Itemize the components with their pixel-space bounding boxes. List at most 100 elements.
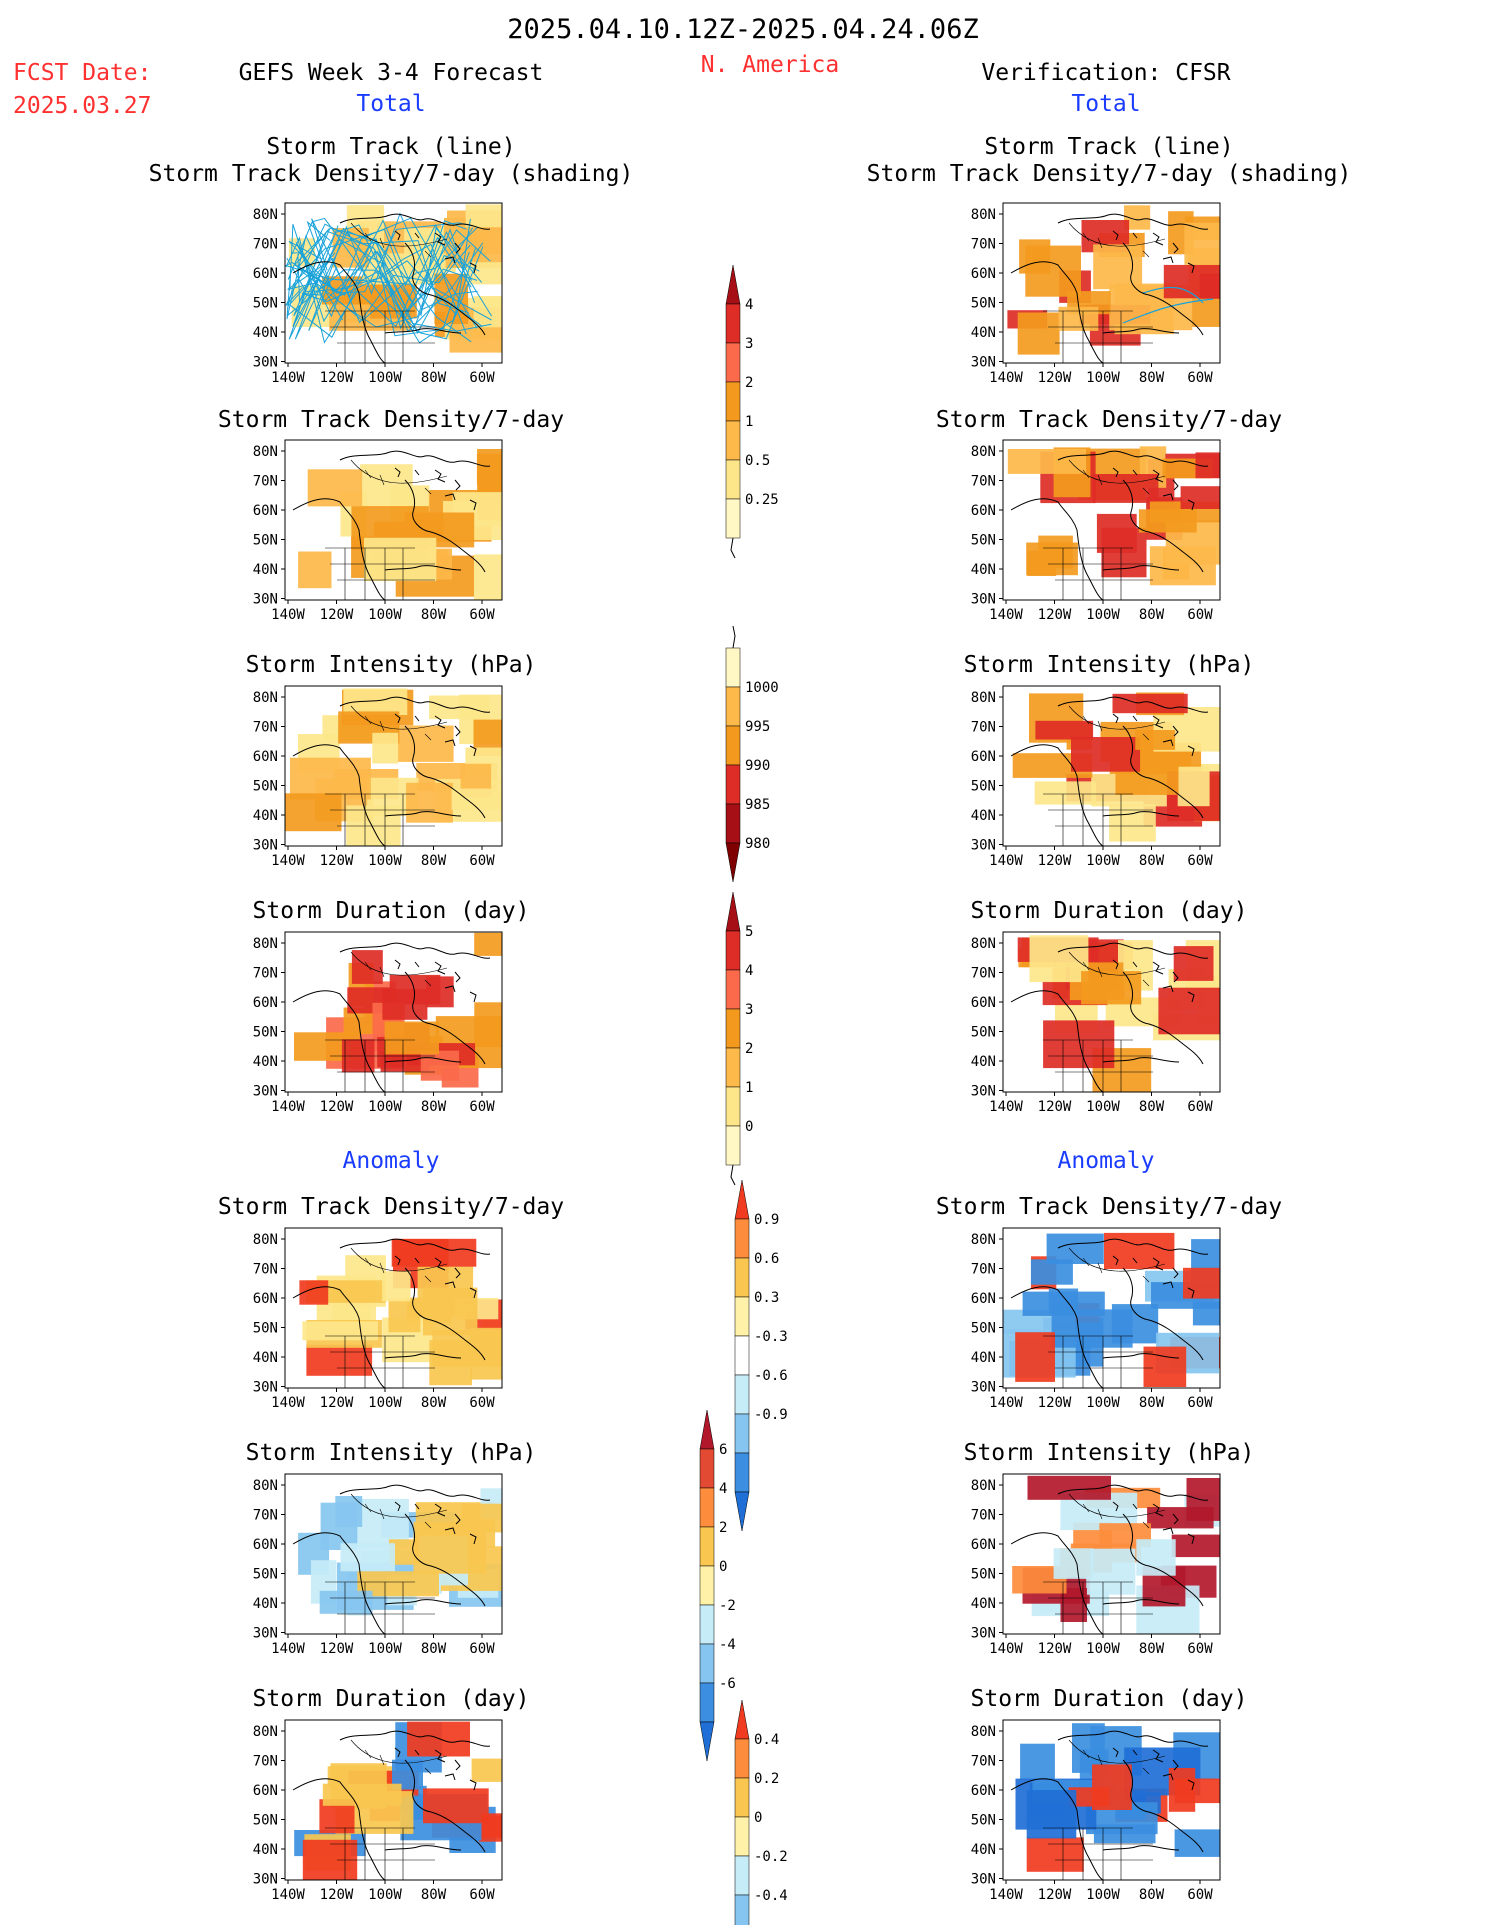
latitude-tick-label: 60N [253,1537,278,1553]
verification-panel-title: Storm Track Density/7-day [936,1194,1282,1220]
colorbar-segment [725,459,741,500]
longitude-tick-label: 140W [271,370,305,386]
latitude-tick-label: 80N [253,690,278,706]
forecast-panel-title: Storm Duration (day) [253,898,530,924]
colorbar-segment [725,764,741,805]
latitude-tick-label: 30N [971,838,996,854]
colorbar-label: -6 [719,1676,736,1692]
colorbar-label: 0 [719,1559,727,1575]
colorbar-triangle [699,1409,715,1450]
longitude-tick-label: 60W [469,607,495,623]
longitude-tick-label: 100W [1086,1099,1120,1115]
longitude-tick-label: 60W [469,1395,495,1411]
colorbar-segment [725,420,741,461]
latitude-tick-label: 40N [253,808,278,824]
latitude-tick-label: 40N [253,1350,278,1366]
forecast-panel-title: Storm Intensity (hPa) [246,1440,537,1466]
latitude-tick-label: 30N [971,1084,996,1100]
colorbar-label: 4 [745,297,753,313]
latitude-tick-label: 80N [971,1724,996,1740]
longitude-tick-label: 100W [1086,853,1120,869]
latitude-tick-label: 30N [253,838,278,854]
latitude-tick-label: 50N [253,779,278,795]
longitude-tick-label: 100W [368,853,402,869]
colorbar-segment [699,1526,715,1567]
longitude-tick-label: 60W [469,1887,495,1903]
colorbar-label: 0.3 [754,1290,779,1306]
longitude-tick-label: 140W [271,1395,305,1411]
latitude-tick-label: 30N [971,1380,996,1396]
longitude-tick-label: 140W [989,853,1023,869]
forecast-panel-title: Storm Track (line) [266,134,515,160]
latitude-tick-label: 30N [971,355,996,371]
forecast-panel-title: Storm Duration (day) [253,1686,530,1712]
colorbar-label: 2 [745,1041,753,1057]
latitude-tick-label: 70N [971,1262,996,1278]
longitude-tick-label: 100W [1086,607,1120,623]
latitude-tick-label: 50N [253,296,278,312]
longitude-tick-label: 80W [421,1887,447,1903]
latitude-tick-label: 60N [971,503,996,519]
longitude-tick-label: 60W [1187,370,1213,386]
latitude-tick-label: 30N [253,592,278,608]
longitude-tick-label: 100W [1086,1395,1120,1411]
period-title: 2025.04.10.12Z-2025.04.24.06Z [507,14,978,45]
latitude-tick-label: 40N [253,1596,278,1612]
colorbar-segment [699,1487,715,1528]
colorbar-duration-anomaly: 0.4 0.2 0 -0.2 -0.4 [734,1699,788,1925]
colorbar-label: 995 [745,719,770,735]
longitude-tick-label: 100W [1086,1641,1120,1657]
verification-panel-title: Storm Duration (day) [971,1686,1248,1712]
latitude-tick-label: 50N [971,1321,996,1337]
latitude-tick-label: 60N [971,1537,996,1553]
longitude-tick-label: 120W [1038,853,1072,869]
longitude-tick-label: 60W [1187,1099,1213,1115]
longitude-tick-label: 60W [1187,607,1213,623]
colorbar-segment [734,1218,750,1259]
colorbar-label: 4 [745,963,753,979]
region-title: N. America [701,52,839,78]
colorbar-label: 0.9 [754,1212,779,1228]
colorbar-segment [734,1413,750,1454]
longitude-tick-label: 80W [421,607,447,623]
colorbar-label: 985 [745,797,770,813]
longitude-tick-label: 100W [368,1395,402,1411]
latitude-tick-label: 70N [253,237,278,253]
latitude-tick-label: 30N [253,355,278,371]
latitude-tick-label: 40N [253,1054,278,1070]
latitude-tick-label: 30N [253,1872,278,1888]
latitude-tick-label: 30N [253,1084,278,1100]
colorbar-triangle [725,891,741,932]
latitude-tick-label: 80N [971,690,996,706]
latitude-tick-label: 50N [971,1813,996,1829]
colorbar-triangle [725,264,741,305]
longitude-tick-label: 120W [320,1887,354,1903]
longitude-tick-label: 80W [1139,1887,1165,1903]
colorbar-segment [734,1452,750,1493]
latitude-tick-label: 70N [971,1508,996,1524]
latitude-tick-label: 50N [971,1567,996,1583]
longitude-tick-label: 120W [1038,1887,1072,1903]
longitude-tick-label: 120W [320,1641,354,1657]
latitude-tick-label: 70N [971,474,996,490]
verification-panel-subtitle: Storm Track Density/7-day (shading) [867,161,1352,187]
colorbar-segment [699,1643,715,1684]
colorbar-segment [725,498,741,539]
latitude-tick-label: 80N [253,444,278,460]
colorbar-segment [725,1125,741,1166]
latitude-tick-label: 40N [971,1596,996,1612]
colorbar-label: -0.3 [754,1329,788,1345]
longitude-tick-label: 60W [1187,1641,1213,1657]
latitude-tick-label: 50N [253,1025,278,1041]
latitude-tick-label: 80N [971,207,996,223]
colorbar-triangle [734,1491,750,1532]
latitude-tick-label: 50N [253,1567,278,1583]
colorbar-segment [734,1894,750,1925]
